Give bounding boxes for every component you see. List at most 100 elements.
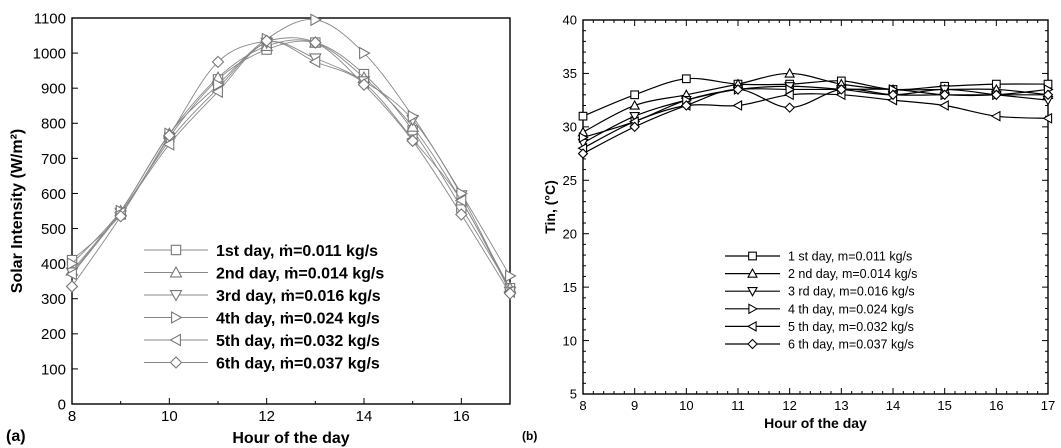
y-tick-label: 600 — [41, 186, 66, 203]
legend-marker — [169, 356, 183, 369]
data-point — [1042, 112, 1053, 124]
legend-label: 6th day, ṁ=0.037 kg/s — [216, 355, 380, 372]
series — [67, 13, 517, 283]
data-point — [503, 287, 517, 300]
legend-item: 1st day, ṁ=0.011 kg/s — [144, 243, 378, 260]
legend-label: 2 nd day, m=0.014 kg/s — [788, 267, 917, 281]
data-point — [732, 100, 743, 111]
data-point — [578, 111, 588, 121]
y-tick-label: 25 — [563, 173, 577, 188]
legend-marker — [747, 338, 758, 350]
data-point — [629, 99, 641, 110]
x-tick-label: 15 — [937, 398, 951, 413]
plot-frame — [582, 19, 1049, 395]
data-point — [260, 34, 273, 48]
legend: 1 st day, m=0.011 kg/s 2 nd day, m=0.014 … — [725, 250, 917, 352]
x-tick-label: 12 — [782, 398, 796, 413]
y-axis-title: Solar Intensity (W/m²) — [9, 129, 26, 293]
data-point — [578, 132, 589, 143]
x-axis-title: Hour of the day — [764, 415, 867, 431]
legend-label: 3rd day, ṁ=0.016 kg/s — [216, 288, 381, 305]
data-point — [784, 102, 795, 113]
y-tick-label: 1000 — [33, 45, 66, 62]
data-point — [211, 55, 225, 69]
legend-label: 3 rd day, m=0.016 kg/s — [788, 285, 915, 299]
legend-marker — [169, 333, 181, 347]
x-tick-label: 17 — [1041, 398, 1055, 413]
chart-b: 8 9 10 11 12 13 14 15 16 17 5 10 15 20 25 30 35 40 Hour of… — [542, 13, 1055, 431]
data-point — [732, 84, 744, 95]
data-point — [629, 112, 641, 122]
series-line — [582, 88, 1049, 139]
y-tick-label: 15 — [563, 280, 577, 295]
series — [577, 67, 1054, 137]
legend-label: 1st day, ṁ=0.011 kg/s — [216, 243, 378, 260]
legend-label: 1 st day, m=0.011 kg/s — [788, 250, 912, 264]
data-point — [939, 89, 950, 101]
legend-item: 1 st day, m=0.011 kg/s — [725, 250, 912, 264]
data-point — [357, 78, 371, 91]
data-point — [990, 110, 1001, 122]
y-tick-label: 100 — [41, 361, 66, 378]
legend-item: 2nd day, ṁ=0.014 kg/s — [144, 265, 384, 282]
data-point — [939, 100, 949, 111]
plot-frame — [71, 17, 511, 405]
y-tick-label: 35 — [563, 66, 577, 81]
x-tick-label: 9 — [631, 398, 638, 413]
series-line — [582, 77, 1049, 117]
data-point — [309, 36, 322, 49]
data-point — [630, 90, 640, 100]
y-tick-label: 800 — [41, 116, 66, 133]
y-tick-label: 20 — [563, 226, 577, 241]
legend-item: 6 th day, m=0.037 kg/s — [725, 338, 914, 352]
legend-item: 5 th day, m=0.032 kg/s — [725, 320, 914, 334]
y-tick-label: 40 — [563, 13, 577, 28]
legend-label: 6 th day, m=0.037 kg/s — [788, 338, 914, 352]
data-point — [577, 148, 589, 159]
y-tick-label: 0 — [58, 396, 66, 413]
series-line — [71, 41, 511, 292]
x-tick-label: 14 — [356, 408, 373, 425]
data-point — [681, 100, 692, 111]
data-point — [505, 269, 517, 283]
y-tick-label: 900 — [41, 81, 66, 98]
legend-label: 2nd day, ṁ=0.014 kg/s — [216, 265, 384, 282]
series-line — [582, 93, 1049, 149]
legend-marker — [748, 251, 757, 261]
panel-b-tag: (b) — [522, 429, 537, 443]
data-point — [162, 137, 175, 151]
y-tick-label: 200 — [41, 326, 66, 343]
data-point — [310, 13, 322, 27]
data-point — [67, 257, 79, 271]
data-point — [836, 84, 847, 95]
legend-marker — [747, 287, 758, 297]
x-tick-label: 10 — [679, 398, 693, 413]
legend-item: 4 th day, m=0.024 kg/s — [725, 302, 914, 316]
legend-label: 5th day, ṁ=0.032 kg/s — [216, 333, 380, 350]
data-point — [213, 78, 225, 92]
y-tick-label: 500 — [41, 221, 66, 238]
data-point — [454, 194, 467, 207]
legend-item: 4th day, ṁ=0.024 kg/s — [144, 310, 380, 327]
series — [577, 84, 1054, 159]
x-tick-label: 8 — [68, 408, 76, 425]
data-point — [308, 55, 321, 69]
legend-label: 5 th day, m=0.032 kg/s — [788, 320, 914, 334]
y-tick-label: 300 — [41, 291, 66, 308]
series-line — [582, 85, 1049, 144]
legend-label: 4th day, ṁ=0.024 kg/s — [216, 310, 380, 327]
legend-label: 4 th day, m=0.024 kg/s — [788, 302, 914, 316]
legend-marker — [748, 303, 759, 315]
data-point — [407, 109, 420, 123]
data-point — [681, 74, 691, 84]
data-point — [211, 85, 223, 99]
data-point — [406, 134, 419, 148]
y-tick-label: 400 — [41, 256, 66, 273]
legend-item: 6th day, ṁ=0.037 kg/s — [144, 355, 380, 372]
y-axis-title: Tin, (°C) — [542, 180, 558, 234]
legend: 1st day, ṁ=0.011 kg/s 2nd day, ṁ=0.014 kg… — [144, 243, 384, 372]
series-line — [582, 72, 1049, 133]
x-tick-label: 12 — [258, 408, 275, 425]
series-line — [582, 88, 1048, 155]
data-point — [163, 129, 176, 142]
